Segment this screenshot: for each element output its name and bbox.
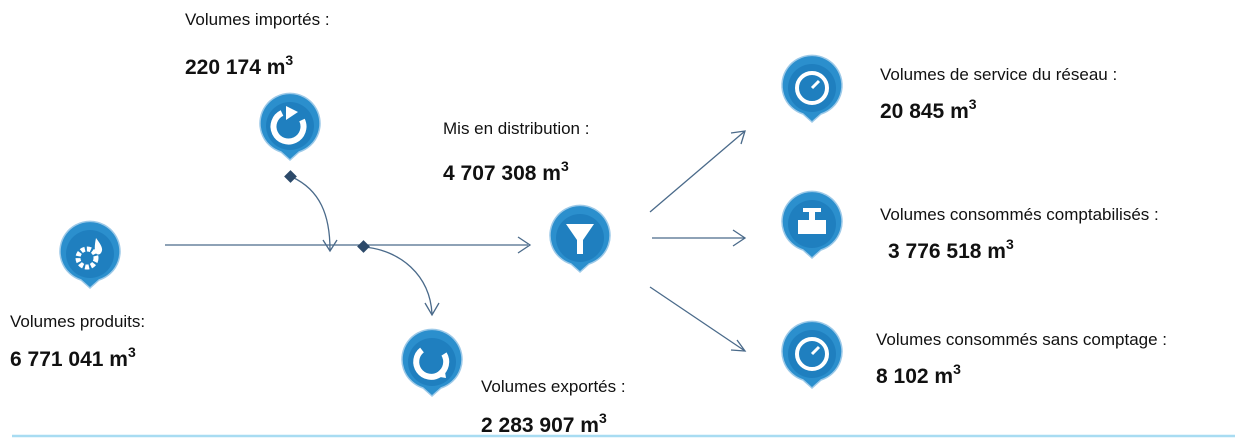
node-label: Volumes consommés comptabilisés : [880, 205, 1159, 224]
distribution-icon [549, 204, 611, 273]
connectors [12, 130, 1235, 438]
unmetered-icon [781, 320, 843, 389]
unit-exponent: 3 [953, 361, 961, 377]
value-text: 4 707 308 m [443, 162, 561, 185]
unit-exponent: 3 [285, 52, 293, 68]
service-icon [781, 54, 843, 123]
value-text: 8 102 m [876, 365, 953, 388]
metered-icon [781, 190, 843, 259]
node-value: 220 174 m3 [185, 52, 293, 79]
node-label: Volumes produits: [10, 312, 145, 331]
unit-exponent: 3 [128, 344, 136, 360]
export-icon [401, 328, 463, 397]
production-icon [59, 220, 121, 289]
node-label: Volumes importés : [185, 10, 330, 29]
node-value: 3 776 518 m3 [888, 236, 1014, 263]
node-label: Mis en distribution : [443, 119, 589, 138]
icons [59, 54, 843, 397]
value-text: 20 845 m [880, 100, 969, 123]
unit-exponent: 3 [969, 96, 977, 112]
unit-exponent: 3 [599, 410, 607, 426]
node-label: Volumes exportés : [481, 377, 626, 396]
node-value: 2 283 907 m3 [481, 410, 607, 437]
unit-exponent: 3 [1006, 236, 1014, 252]
node-value: 20 845 m3 [880, 96, 977, 123]
node-label: Volumes de service du réseau : [880, 65, 1117, 84]
value-text: 3 776 518 m [888, 240, 1006, 263]
node-value: 4 707 308 m3 [443, 158, 569, 185]
node-value: 6 771 041 m3 [10, 344, 136, 371]
node-value: 8 102 m3 [876, 361, 961, 388]
value-text: 2 283 907 m [481, 414, 599, 437]
value-text: 220 174 m [185, 56, 285, 79]
node-label: Volumes consommés sans comptage : [876, 330, 1167, 349]
value-text: 6 771 041 m [10, 348, 128, 371]
unit-exponent: 3 [561, 158, 569, 174]
import-icon [259, 92, 321, 161]
